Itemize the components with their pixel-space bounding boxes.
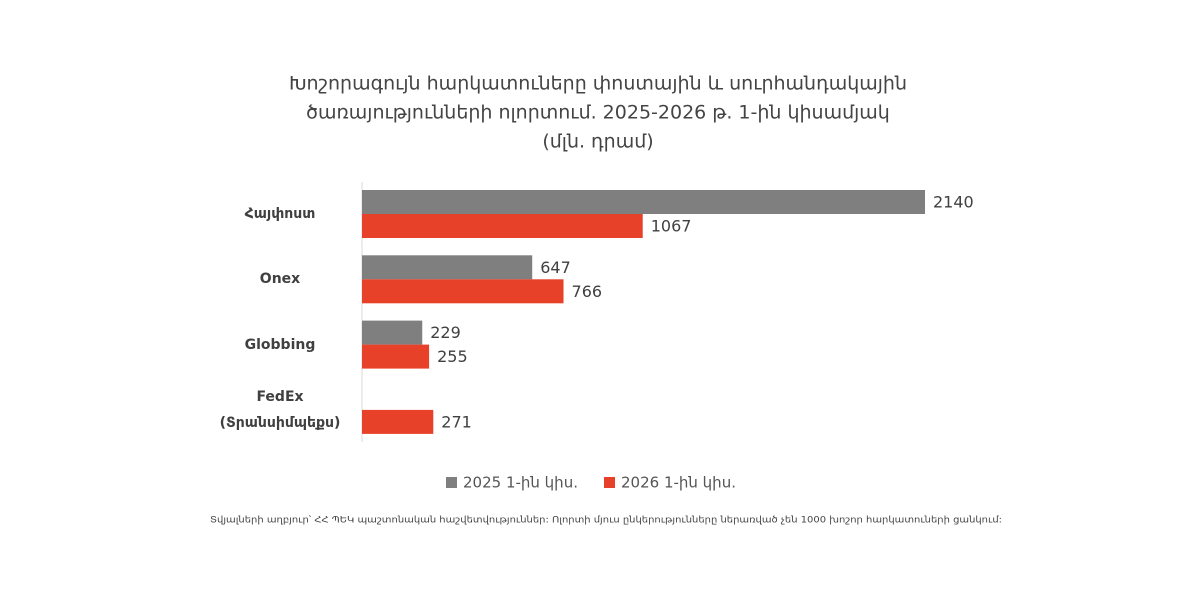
value-label: 2140 [933, 193, 974, 212]
value-label: 271 [441, 412, 472, 431]
chart-title: ծառայությունների ոլորտում. 2025-2026 թ. … [306, 102, 890, 124]
value-label: 647 [540, 258, 571, 277]
category-label: Globbing [244, 336, 316, 353]
value-label: 766 [572, 282, 603, 301]
bar [362, 190, 925, 214]
legend-label: 2026 1-ին կիս. [621, 474, 736, 492]
chart-subtitle: (մլն. դրամ) [542, 131, 653, 153]
bar [362, 409, 434, 434]
value-label: 255 [437, 347, 468, 366]
legend-swatch [446, 477, 457, 488]
category-label: Onex [259, 271, 301, 288]
value-label: 229 [430, 323, 461, 342]
bar [362, 320, 423, 345]
bar [362, 214, 643, 238]
source-note: Տվյալների աղբյուր՝ ՀՀ ՊԵԿ պաշտոնական հաշ… [210, 515, 1002, 526]
chart-title: Խոշորագույն հարկատուները փոստային և սուր… [289, 73, 907, 95]
value-label: 1067 [651, 217, 692, 236]
legend-swatch [604, 477, 615, 488]
bar [362, 344, 430, 369]
category-label: Հայփոստ [244, 206, 316, 222]
category-label: FedEx (Տրանսիմպեքս) [219, 388, 341, 431]
bar [362, 255, 533, 280]
legend-label: 2025 1-ին կիս. [463, 474, 578, 492]
bar [362, 279, 564, 304]
